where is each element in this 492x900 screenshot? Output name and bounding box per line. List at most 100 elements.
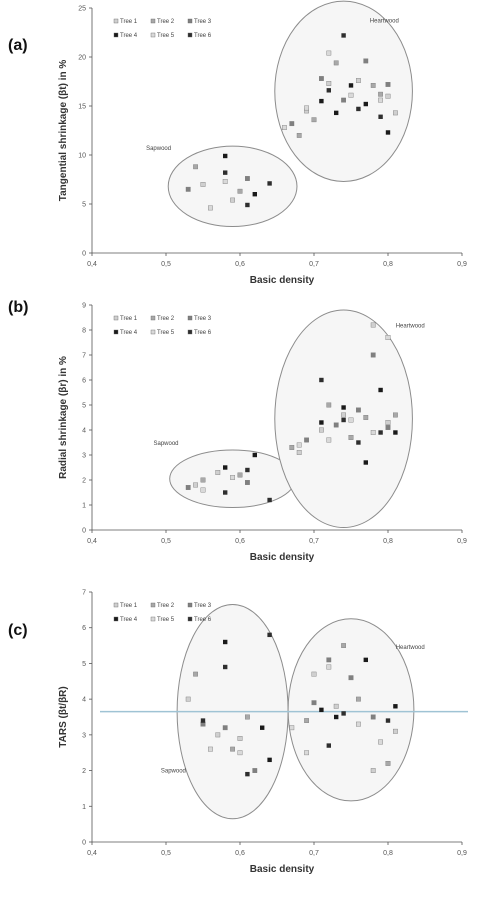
x-tick-label: 0,8: [383, 538, 393, 545]
x-axis-label: Basic density: [250, 864, 315, 875]
data-point-tree-5: [222, 179, 228, 184]
data-point-tree-3: [185, 485, 191, 490]
legend-label: Tree 6: [194, 617, 212, 623]
panel-label: (b): [8, 299, 28, 316]
x-tick-label: 0,9: [457, 538, 467, 545]
data-point-tree-2: [356, 696, 361, 702]
data-point-tree-6: [341, 33, 346, 38]
legend-label: Tree 6: [194, 33, 212, 39]
data-point-tree-6: [245, 202, 250, 208]
sapwood-annotation: Sapwood: [161, 768, 186, 774]
y-tick-label: 0: [82, 840, 86, 847]
data-point-tree-2: [289, 445, 295, 450]
data-point-tree-6: [378, 114, 383, 119]
legend-label: Tree 2: [157, 316, 175, 322]
data-point-tree-2: [341, 643, 346, 648]
data-point-tree-5: [237, 750, 243, 756]
data-point-tree-4: [334, 110, 339, 116]
data-point-tree-5: [378, 739, 383, 745]
data-point-tree-4: [223, 465, 228, 470]
data-point-tree-6: [385, 718, 391, 723]
data-point-tree-3: [363, 58, 369, 64]
y-tick-label: 1: [82, 804, 86, 811]
y-axis-label: Tangential shrinkage (βt) in %: [58, 60, 69, 202]
data-point-tree-4: [363, 101, 368, 107]
data-point-tree-6: [326, 88, 331, 93]
data-point-tree-5: [304, 105, 309, 111]
data-point-tree-1: [393, 110, 398, 116]
data-point-tree-2: [333, 60, 339, 66]
y-tick-label: 4: [82, 428, 86, 435]
sapwood-annotation: Sapwood: [146, 146, 171, 152]
panel-label: (a): [8, 37, 28, 54]
data-point-tree-6: [341, 417, 346, 423]
data-point-tree-5: [326, 664, 332, 670]
data-point-tree-1: [215, 732, 221, 738]
legend-marker: [150, 32, 156, 38]
data-point-tree-4: [385, 130, 391, 135]
data-point-tree-2: [370, 83, 376, 88]
data-point-tree-1: [296, 450, 302, 455]
legend-marker: [187, 18, 193, 24]
data-point-tree-1: [333, 703, 339, 709]
x-tick-label: 0,4: [87, 850, 97, 857]
x-tick-label: 0,5: [161, 538, 171, 545]
panel-3: 0,4 0,5 0,6 0,7 0,8 0,9 0 1 2 3 4 5 6 7 Basic density T…: [8, 590, 468, 875]
x-tick-label: 0,7: [309, 850, 319, 857]
data-point-tree-2: [348, 435, 354, 440]
data-point-tree-3: [341, 97, 346, 103]
data-point-tree-2: [311, 117, 317, 123]
legend-label: Tree 4: [120, 330, 138, 336]
data-point-tree-5: [348, 417, 354, 423]
data-point-tree-6: [267, 632, 272, 638]
y-tick-label: 3: [82, 732, 86, 739]
data-point-tree-3: [304, 437, 309, 443]
y-tick-label: 0: [82, 528, 86, 535]
data-point-tree-2: [385, 761, 391, 766]
y-tick-label: 25: [78, 6, 86, 13]
data-point-tree-5: [207, 205, 213, 211]
data-point-tree-5: [378, 97, 383, 103]
data-point-tree-1: [385, 93, 391, 99]
y-tick-label: 20: [78, 55, 86, 62]
legend-marker: [187, 602, 193, 608]
x-tick-label: 0,7: [309, 261, 319, 268]
legend-marker: [113, 329, 119, 335]
x-tick-label: 0,6: [235, 850, 245, 857]
legend-label: Tree 1: [120, 19, 138, 25]
y-axis-label: Radial shrinkage (βr) in %: [58, 356, 69, 479]
data-point-tree-6: [341, 711, 346, 716]
legend-label: Tree 5: [157, 617, 175, 623]
legend-label: Tree 2: [157, 19, 175, 25]
x-tick-label: 0,8: [383, 261, 393, 268]
legend-marker: [187, 616, 193, 622]
x-tick-label: 0,9: [457, 850, 467, 857]
data-point-tree-1: [311, 671, 317, 677]
data-point-tree-5: [207, 746, 213, 752]
data-point-tree-2: [237, 472, 243, 478]
data-point-tree-1: [230, 197, 235, 203]
data-point-tree-1: [185, 696, 191, 702]
data-point-tree-2: [393, 412, 398, 418]
legend-label: Tree 4: [120, 617, 138, 623]
data-point-tree-5: [304, 750, 309, 756]
data-point-tree-1: [319, 427, 324, 433]
legend-marker: [150, 315, 156, 321]
data-point-tree-6: [200, 718, 206, 723]
legend-marker: [150, 18, 156, 24]
y-tick-label: 0: [82, 251, 86, 258]
data-point-tree-6: [319, 377, 324, 383]
data-point-tree-3: [385, 425, 391, 430]
data-point-tree-1: [356, 78, 361, 83]
y-tick-label: 3: [82, 453, 86, 460]
legend-marker: [150, 602, 156, 608]
legend-marker: [187, 315, 193, 321]
heartwood-annotation: Heartwood: [396, 645, 425, 651]
data-point-tree-4: [319, 98, 324, 104]
data-point-tree-6: [267, 497, 272, 503]
data-point-tree-6: [326, 743, 331, 748]
data-point-tree-1: [215, 470, 221, 475]
data-point-tree-6: [378, 430, 383, 435]
data-point-tree-3: [222, 725, 228, 731]
